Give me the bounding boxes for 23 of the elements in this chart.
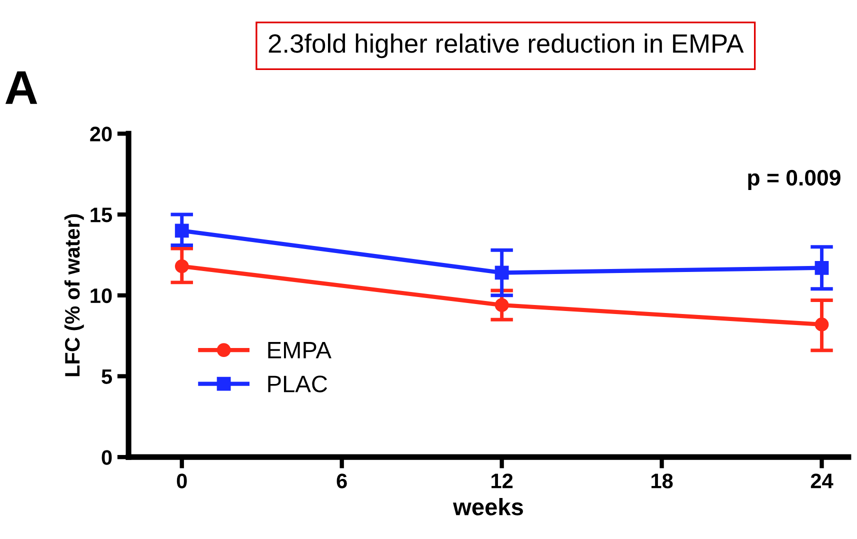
legend-label: PLAC <box>268 376 328 392</box>
point <box>814 260 829 275</box>
x-tick-label: 24 <box>810 474 834 488</box>
x-tick-label: 6 <box>336 474 347 488</box>
y-tick-label: 20 <box>90 126 112 142</box>
y-tick-label: 0 <box>102 450 112 465</box>
legend-label: EMPA <box>268 342 332 358</box>
point <box>174 224 189 238</box>
y-axis-title: LFC (% of water) <box>64 214 84 376</box>
x-tick-label: 12 <box>492 474 513 488</box>
x-tick-label: 0 <box>176 474 187 488</box>
point <box>814 318 829 332</box>
point <box>494 298 509 312</box>
annotation: p = 0.009 <box>748 170 840 190</box>
y-tick-label: 15 <box>90 208 112 222</box>
point <box>174 259 189 274</box>
x-axis-title: weeks <box>452 498 523 516</box>
y-tick-label: 5 <box>102 369 112 384</box>
text: A <box>5 71 38 104</box>
y-tick-label: 10 <box>90 288 112 304</box>
x-tick-label: 18 <box>652 474 673 488</box>
point <box>494 266 509 280</box>
chart-title: 2.3fold higher relative reduction in EMPA <box>268 34 744 58</box>
